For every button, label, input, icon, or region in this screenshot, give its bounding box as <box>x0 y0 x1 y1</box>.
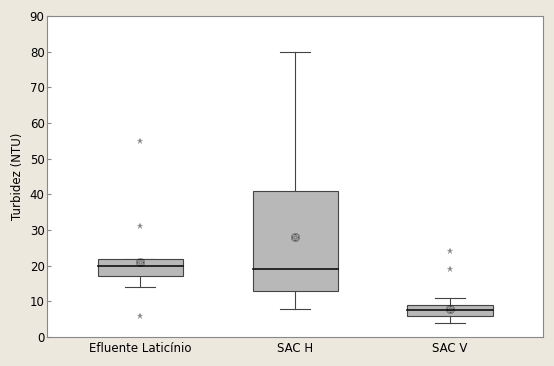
Bar <box>253 191 338 291</box>
Bar <box>407 305 493 315</box>
Bar <box>98 259 183 276</box>
Y-axis label: Turbidez (NTU): Turbidez (NTU) <box>11 133 24 220</box>
